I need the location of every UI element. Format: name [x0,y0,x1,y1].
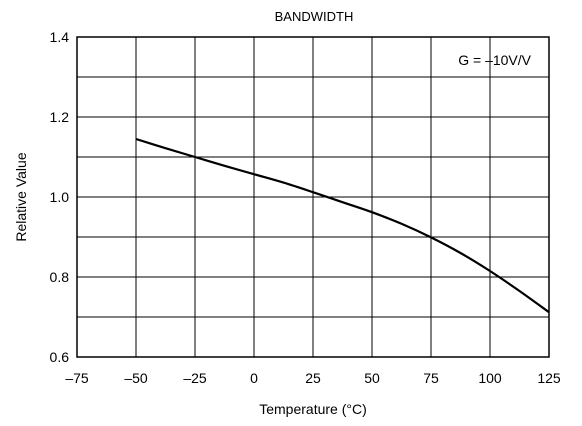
y-axis-label: Relative Value [13,152,29,241]
y-tick-label: 1.2 [50,109,70,125]
y-tick-label: 1.4 [50,29,70,45]
y-tick-label: 0.6 [50,349,70,365]
grid [76,36,550,358]
x-tick-label: –50 [124,370,148,386]
y-tick-labels: 0.6 0.8 1.0 1.2 1.4 [50,29,70,365]
x-tick-label: 0 [250,370,258,386]
x-axis-label: Temperature (°C) [259,401,367,417]
x-tick-labels: –75 –50 –25 0 25 50 75 100 125 [65,370,561,386]
plot-frame [76,36,550,358]
series-line [135,137,550,314]
annotation-gain: G = –10V/V [458,52,531,68]
y-tick-label: 0.8 [50,269,70,285]
chart-title: BANDWIDTH [275,9,354,24]
series-group [135,137,550,314]
y-tick-label: 1.0 [50,189,70,205]
x-tick-label: –25 [183,370,207,386]
x-tick-label: –75 [65,370,89,386]
x-tick-label: 100 [478,370,502,386]
x-tick-label: 75 [423,370,439,386]
x-tick-label: 50 [364,370,380,386]
x-tick-label: 125 [537,370,561,386]
x-tick-label: 25 [305,370,321,386]
